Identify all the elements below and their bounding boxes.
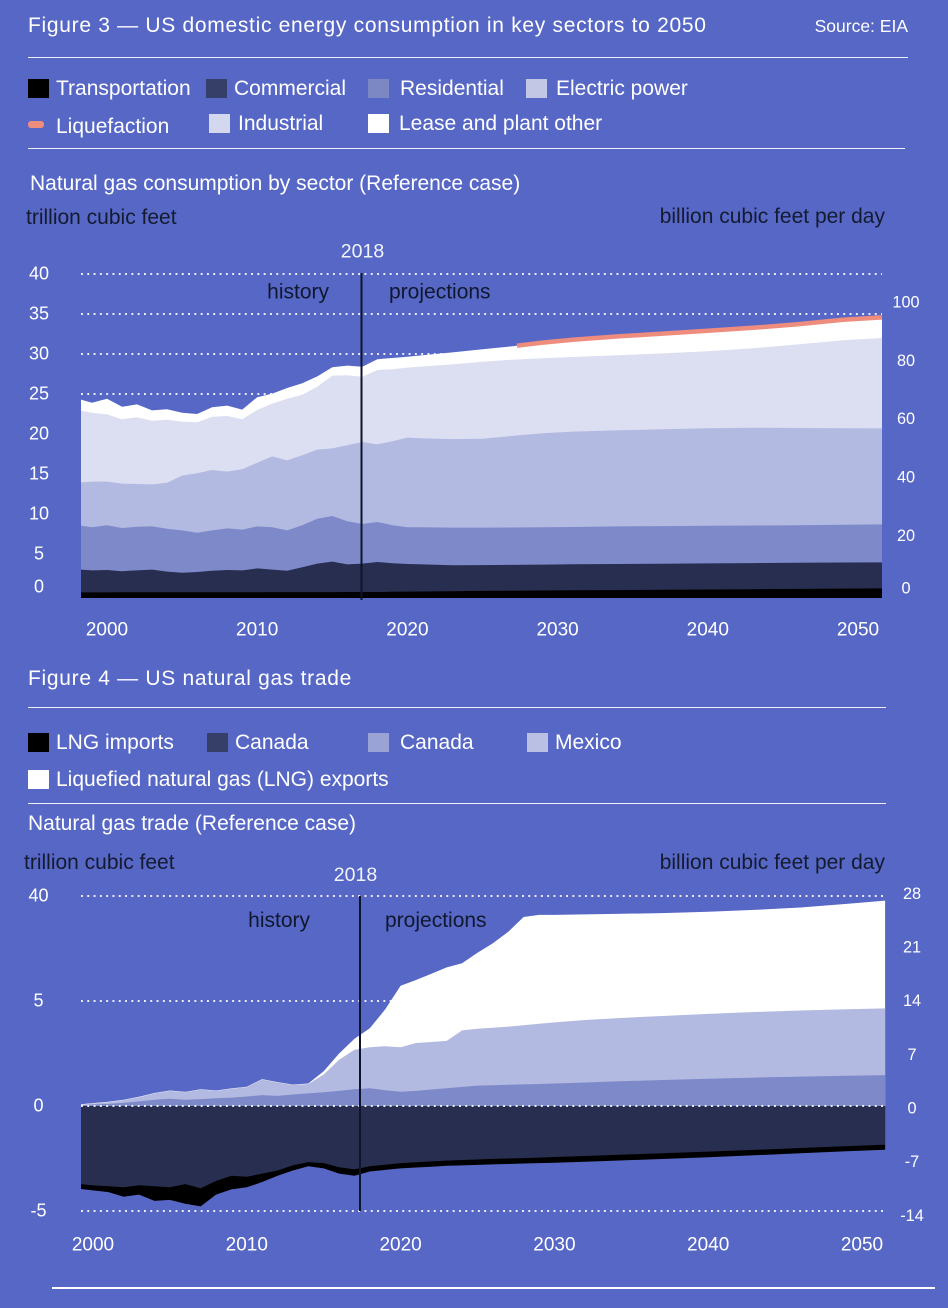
svg-text:100: 100 bbox=[892, 293, 919, 311]
svg-text:2010: 2010 bbox=[226, 1235, 268, 1256]
svg-text:15: 15 bbox=[29, 464, 49, 484]
svg-text:40: 40 bbox=[28, 886, 48, 906]
svg-text:5: 5 bbox=[33, 991, 43, 1011]
svg-text:2030: 2030 bbox=[533, 1235, 575, 1256]
svg-text:2018: 2018 bbox=[334, 864, 377, 886]
svg-text:14: 14 bbox=[903, 992, 921, 1010]
svg-text:40: 40 bbox=[897, 469, 915, 487]
svg-text:2030: 2030 bbox=[536, 620, 578, 641]
svg-text:2020: 2020 bbox=[379, 1235, 421, 1256]
svg-text:0: 0 bbox=[34, 577, 44, 597]
svg-text:2040: 2040 bbox=[687, 620, 729, 641]
svg-text:25: 25 bbox=[29, 384, 49, 404]
svg-text:2010: 2010 bbox=[236, 620, 278, 641]
svg-text:5: 5 bbox=[34, 544, 44, 564]
svg-text:2040: 2040 bbox=[687, 1235, 729, 1256]
svg-text:2000: 2000 bbox=[86, 620, 128, 641]
svg-text:21: 21 bbox=[903, 938, 921, 956]
svg-text:28: 28 bbox=[903, 885, 921, 903]
svg-text:2000: 2000 bbox=[72, 1235, 114, 1256]
svg-text:-14: -14 bbox=[900, 1207, 924, 1225]
svg-text:10: 10 bbox=[29, 504, 49, 524]
svg-text:7: 7 bbox=[907, 1046, 916, 1064]
svg-text:40: 40 bbox=[29, 264, 49, 284]
svg-text:0: 0 bbox=[907, 1100, 916, 1118]
svg-text:-7: -7 bbox=[905, 1153, 919, 1171]
svg-text:history: history bbox=[267, 281, 329, 304]
svg-text:60: 60 bbox=[897, 410, 915, 428]
svg-text:-5: -5 bbox=[30, 1201, 46, 1221]
svg-text:35: 35 bbox=[29, 304, 49, 324]
svg-text:projections: projections bbox=[385, 909, 487, 932]
svg-text:20: 20 bbox=[897, 527, 915, 545]
svg-text:projections: projections bbox=[389, 281, 491, 304]
svg-text:80: 80 bbox=[897, 352, 915, 370]
svg-text:2050: 2050 bbox=[841, 1235, 883, 1256]
svg-text:20: 20 bbox=[29, 424, 49, 444]
svg-text:2018: 2018 bbox=[341, 241, 384, 263]
svg-text:30: 30 bbox=[29, 344, 49, 364]
svg-text:history: history bbox=[248, 909, 310, 932]
svg-text:0: 0 bbox=[901, 580, 910, 598]
svg-text:2020: 2020 bbox=[386, 620, 428, 641]
svg-text:2050: 2050 bbox=[837, 620, 879, 641]
svg-text:0: 0 bbox=[33, 1096, 43, 1116]
